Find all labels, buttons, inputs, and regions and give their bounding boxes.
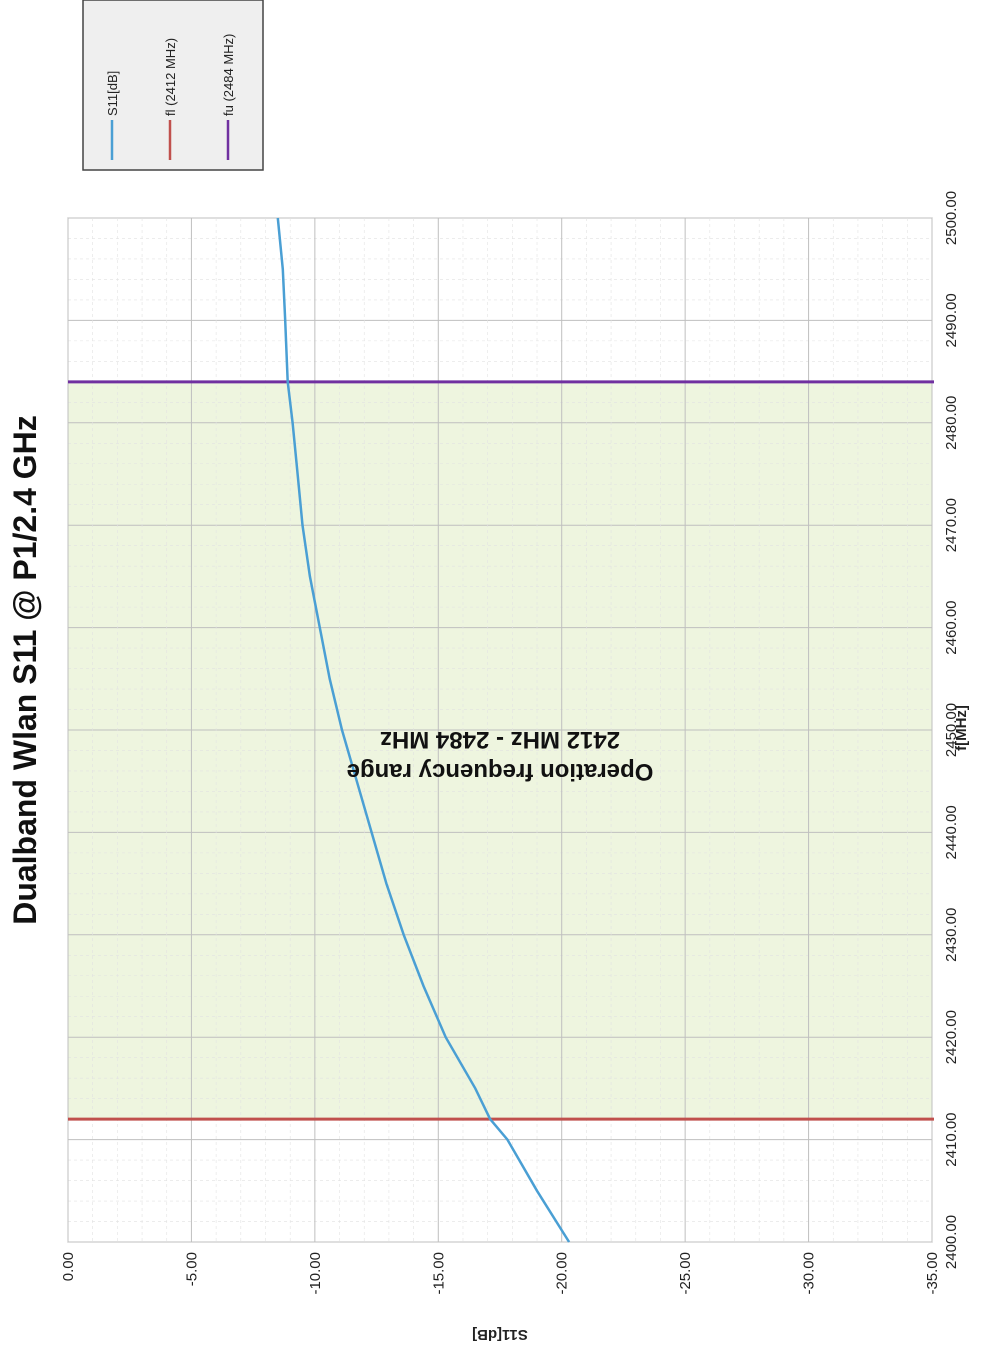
frequency-limit-lines xyxy=(68,380,934,1121)
legend-label: fl (2412 MHz) xyxy=(163,38,178,116)
x-tick-label: 2480.00 xyxy=(943,396,960,450)
chart-title: Dualband Wlan S11 @ P1/2.4 GHz xyxy=(7,415,43,925)
x-axis-label: f[MHz] xyxy=(953,705,970,751)
x-tick-label: 2450.00 xyxy=(943,703,960,757)
y-tick-label: -15.00 xyxy=(430,1252,447,1295)
legend-label: fu (2484 MHz) xyxy=(221,34,236,116)
annotation-line2: 2412 MHz - 2484 MHz xyxy=(380,726,620,753)
x-tick-label: 2490.00 xyxy=(943,293,960,347)
y-tick-label: -10.00 xyxy=(307,1252,324,1295)
legend-items: S11[dB] fl (2412 MHz) fu (2484 MHz) xyxy=(105,34,236,160)
y-axis-label-group: S11[dB] xyxy=(472,1326,528,1343)
x-tick-label: 2430.00 xyxy=(943,908,960,962)
x-tick-label: 2410.00 xyxy=(943,1112,960,1166)
x-tick-label: 2470.00 xyxy=(943,498,960,552)
x-axis-label-group: f[MHz] xyxy=(953,705,970,751)
series-s11-line xyxy=(276,217,571,1243)
chart-title-group: Dualband Wlan S11 @ P1/2.4 GHz xyxy=(7,415,43,925)
y-tick-label: -35.00 xyxy=(924,1252,941,1295)
y-tick-label: -30.00 xyxy=(801,1252,818,1295)
annotation-group: Operation frequency range 2412 MHz - 248… xyxy=(347,726,654,785)
x-tick-label: 2440.00 xyxy=(943,805,960,859)
y-tick-label: 0.00 xyxy=(60,1252,77,1281)
y-axis-label: S11[dB] xyxy=(472,1326,528,1343)
annotation-line1: Operation frequency range xyxy=(347,758,654,785)
x-tick-labels: 2400.00 2410.00 2420.00 2430.00 2440.00 2450.… xyxy=(943,191,960,1269)
y-tick-label: -20.00 xyxy=(554,1252,571,1295)
y-tick-labels: 0.00 -5.00 -10.00 -15.00 -20.00 -25.00 -30.00 -… xyxy=(60,1252,941,1295)
x-tick-label: 2500.00 xyxy=(943,191,960,245)
y-tick-label: -5.00 xyxy=(183,1252,200,1286)
grid-lines xyxy=(67,217,933,1243)
x-tick-label: 2400.00 xyxy=(943,1215,960,1269)
x-tick-label: 2460.00 xyxy=(943,600,960,654)
x-tick-label: 2420.00 xyxy=(943,1010,960,1064)
legend: S11[dB] fl (2412 MHz) fu (2484 MHz) xyxy=(82,0,264,171)
legend-label: S11[dB] xyxy=(105,71,120,116)
y-tick-label: -25.00 xyxy=(677,1252,694,1295)
